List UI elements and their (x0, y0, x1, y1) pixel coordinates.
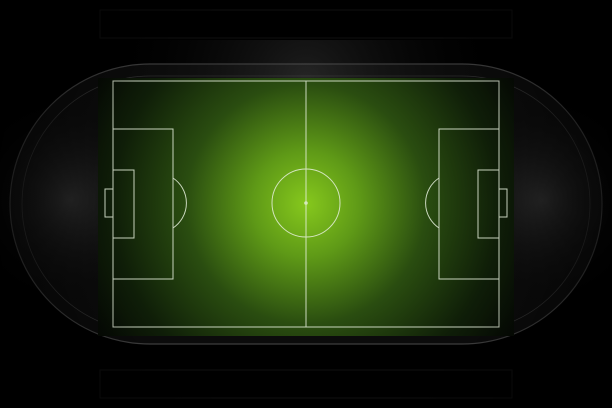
stadium-scene (0, 0, 612, 408)
vignette (0, 0, 612, 408)
